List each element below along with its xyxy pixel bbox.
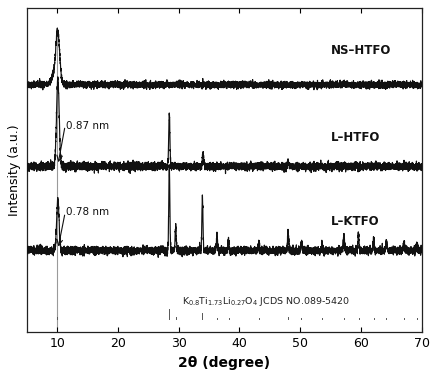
Y-axis label: Intensity (a.u.): Intensity (a.u.) bbox=[8, 124, 21, 216]
Text: 0.87 nm: 0.87 nm bbox=[67, 121, 110, 130]
X-axis label: 2θ (degree): 2θ (degree) bbox=[178, 356, 270, 370]
Text: 0.78 nm: 0.78 nm bbox=[67, 208, 110, 217]
Text: K$_{0.8}$Ti$_{1.73}$Li$_{0.27}$O$_4$ JCDS NO.089-5420: K$_{0.8}$Ti$_{1.73}$Li$_{0.27}$O$_4$ JCD… bbox=[182, 296, 350, 308]
Text: L–HTFO: L–HTFO bbox=[331, 131, 380, 144]
Text: NS–HTFO: NS–HTFO bbox=[331, 44, 391, 57]
Text: L–KTFO: L–KTFO bbox=[331, 215, 379, 228]
